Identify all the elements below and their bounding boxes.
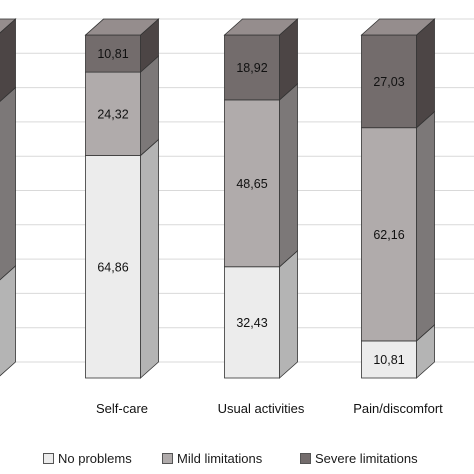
bars — [0, 18, 436, 379]
data-label: 18,92 — [236, 61, 267, 75]
data-label: 48,65 — [236, 177, 267, 191]
bar-top — [223, 18, 299, 36]
bar-segment — [361, 127, 417, 342]
bar-side — [140, 138, 159, 379]
data-label: 24,32 — [97, 107, 128, 121]
legend-swatch-severe-limitations — [300, 453, 311, 464]
legend-item-severe-limitations: Severe limitations — [300, 451, 418, 466]
bar-side — [279, 83, 298, 268]
legend-swatch-mild-limitations — [162, 453, 173, 464]
legend-label: No problems — [58, 451, 132, 466]
bar-side — [279, 249, 298, 379]
bar-top — [84, 18, 160, 36]
data-labels: 64,86 24,32 10,81 32,43 48,65 18,92 10,81 62,16… — [97, 47, 404, 367]
data-label: 62,16 — [373, 228, 404, 242]
legend-label: Severe limitations — [315, 451, 418, 466]
legend-swatch-no-problems — [43, 453, 54, 464]
data-label: 64,86 — [97, 260, 128, 274]
bar-top — [0, 18, 17, 34]
bar-side — [140, 55, 159, 157]
category-label: Pain/discomfort — [353, 401, 443, 416]
category-label: Self-care — [96, 401, 148, 416]
data-label: 27,03 — [373, 75, 404, 89]
bar-side — [416, 18, 435, 129]
bar-segment — [85, 34, 141, 73]
data-label: 32,43 — [236, 316, 267, 330]
bar-side — [416, 110, 435, 342]
bar-segment — [224, 99, 280, 268]
data-label: 10,81 — [97, 47, 128, 61]
data-label: 10,81 — [373, 353, 404, 367]
legend-label: Mild limitations — [177, 451, 263, 466]
bar-segment — [224, 266, 280, 379]
legend-item-mild-limitations: Mild limitations — [162, 451, 262, 466]
bar-segment — [85, 71, 141, 156]
category-labels: Self-care Usual activities Pain/discomfort… — [96, 401, 443, 416]
legend: No problems Mild limitations Severe limi… — [0, 449, 474, 469]
legend-item-no-problems: No problems — [43, 451, 132, 466]
bar-segment — [361, 34, 417, 129]
bar-segment — [85, 155, 141, 379]
bar-segment — [224, 34, 280, 101]
bar-top — [360, 18, 436, 36]
bar-side — [0, 86, 16, 281]
bar-side — [0, 265, 16, 377]
category-label: Usual activities — [218, 401, 305, 416]
